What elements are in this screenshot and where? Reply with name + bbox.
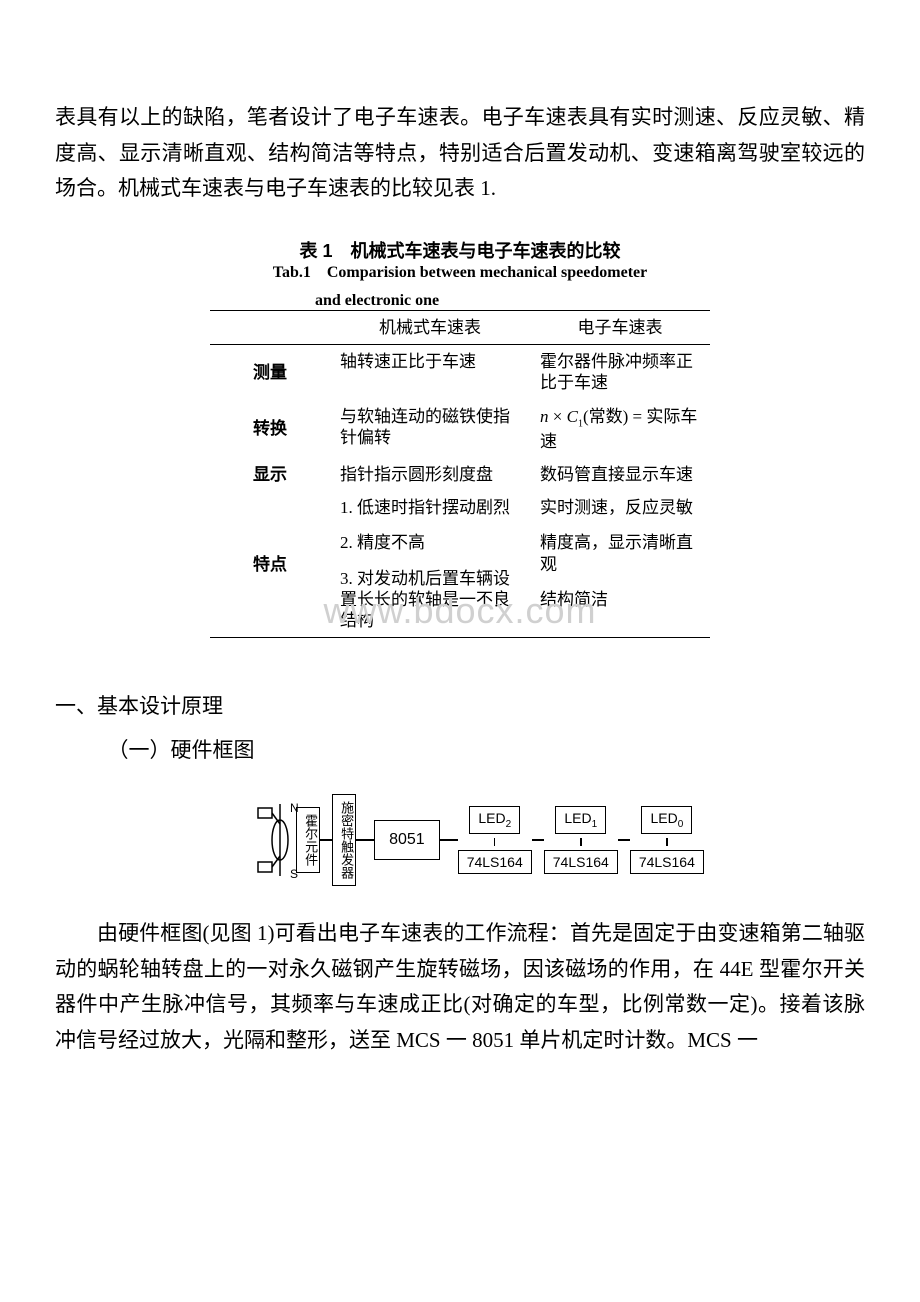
led-box: LED0 — [641, 806, 692, 834]
led-pair-0: LED0 74LS164 — [630, 806, 704, 874]
shift-register-box: 74LS164 — [630, 850, 704, 874]
table-row: 显示 指针指示圆形刻度盘 数码管直接显示车速 — [210, 458, 710, 491]
intro-paragraph: 表具有以上的缺陷，笔者设计了电子车速表。电子车速表具有实时测速、反应灵敏、精度高… — [55, 100, 865, 207]
connector — [356, 839, 374, 841]
v-connector — [494, 838, 496, 846]
section: 一、基本设计原理 （一）硬件框图 — [55, 688, 865, 770]
led-box: LED1 — [555, 806, 606, 834]
connector — [532, 839, 544, 841]
led-pair-1: LED1 74LS164 — [544, 806, 618, 874]
table-body: 测量 轴转速正比于车速 霍尔器件脉冲频率正比于车速 转换 与软轴连动的磁铁使指针… — [210, 345, 710, 638]
cell-mech: 与软轴连动的磁铁使指针偏转 — [330, 400, 530, 458]
th-electronic: 电子车速表 — [530, 310, 710, 344]
table-caption: 表 1 机械式车速表与电子车速表的比较 Tab.1 Comparision be… — [55, 237, 865, 284]
cell-elec: 霍尔器件脉冲频率正比于车速 — [530, 345, 710, 400]
v-connector — [666, 838, 668, 846]
table-row: 转换 与软轴连动的磁铁使指针偏转 n × C1(常数) = 实际车速 — [210, 400, 710, 458]
row-label: 显示 — [210, 458, 330, 491]
feature-item: 1. 低速时指针摆动剧烈 — [340, 497, 520, 518]
svg-text:S: S — [290, 867, 298, 880]
cell-elec: n × C1(常数) = 实际车速 — [530, 400, 710, 458]
connector — [618, 839, 630, 841]
feature-item: 精度高，显示清晰直观 — [540, 532, 700, 575]
feature-item: 实时测速，反应灵敏 — [540, 497, 700, 518]
led-pair-2: LED2 74LS164 — [458, 806, 532, 874]
shift-register-box: 74LS164 — [458, 850, 532, 874]
connector — [440, 839, 458, 841]
cell-mech-features: 1. 低速时指针摆动剧烈 2. 精度不高 3. 对发动机后置车辆设置长长的软轴是… — [330, 491, 530, 638]
connector — [320, 839, 332, 841]
feature-item: 3. 对发动机后置车辆设置长长的软轴是一不良结构 — [340, 568, 520, 632]
section-heading-2: （一）硬件框图 — [55, 732, 865, 770]
feature-item: 结构简洁 — [540, 589, 700, 610]
schmitt-trigger-box: 施密特触发器 — [332, 794, 356, 886]
cell-elec: 数码管直接显示车速 — [530, 458, 710, 491]
caption-chinese: 表 1 机械式车速表与电子车速表的比较 — [55, 237, 865, 263]
svg-text:N: N — [290, 801, 299, 815]
magnet-disc-icon: N S — [256, 800, 296, 880]
body-paragraph: 由硬件框图(见图 1)可看出电子车速表的工作流程：首先是固定于由变速箱第二轴驱动… — [55, 916, 865, 1059]
table-row: 测量 轴转速正比于车速 霍尔器件脉冲频率正比于车速 — [210, 345, 710, 400]
table-row-feature: 特点 1. 低速时指针摆动剧烈 2. 精度不高 3. 对发动机后置车辆设置长长的… — [210, 491, 710, 638]
th-blank — [210, 310, 330, 344]
row-label: 测量 — [210, 345, 330, 400]
th-mechanical: 机械式车速表 — [330, 310, 530, 344]
led-box: LED2 — [469, 806, 520, 834]
caption-english-1: Tab.1 Comparision between mechanical spe… — [55, 263, 865, 284]
section-heading-1: 一、基本设计原理 — [55, 688, 865, 726]
row-label: 转换 — [210, 400, 330, 458]
shift-register-box: 74LS164 — [544, 850, 618, 874]
feature-item: 2. 精度不高 — [340, 532, 520, 553]
v-connector — [580, 838, 582, 846]
hardware-block-diagram: N S 霍尔元件 施密特触发器 8051 LED2 74LS164 LED1 7… — [55, 794, 865, 886]
caption-english-2: and electronic one — [55, 292, 865, 310]
cell-elec-features: 实时测速，反应灵敏 精度高，显示清晰直观 结构简洁 — [530, 491, 710, 638]
cell-mech: 指针指示圆形刻度盘 — [330, 458, 530, 491]
mcu-box: 8051 — [374, 820, 440, 860]
cell-mech: 轴转速正比于车速 — [330, 345, 530, 400]
row-label: 特点 — [210, 491, 330, 638]
comparison-table: 机械式车速表 电子车速表 测量 轴转速正比于车速 霍尔器件脉冲频率正比于车速 转… — [210, 310, 710, 638]
